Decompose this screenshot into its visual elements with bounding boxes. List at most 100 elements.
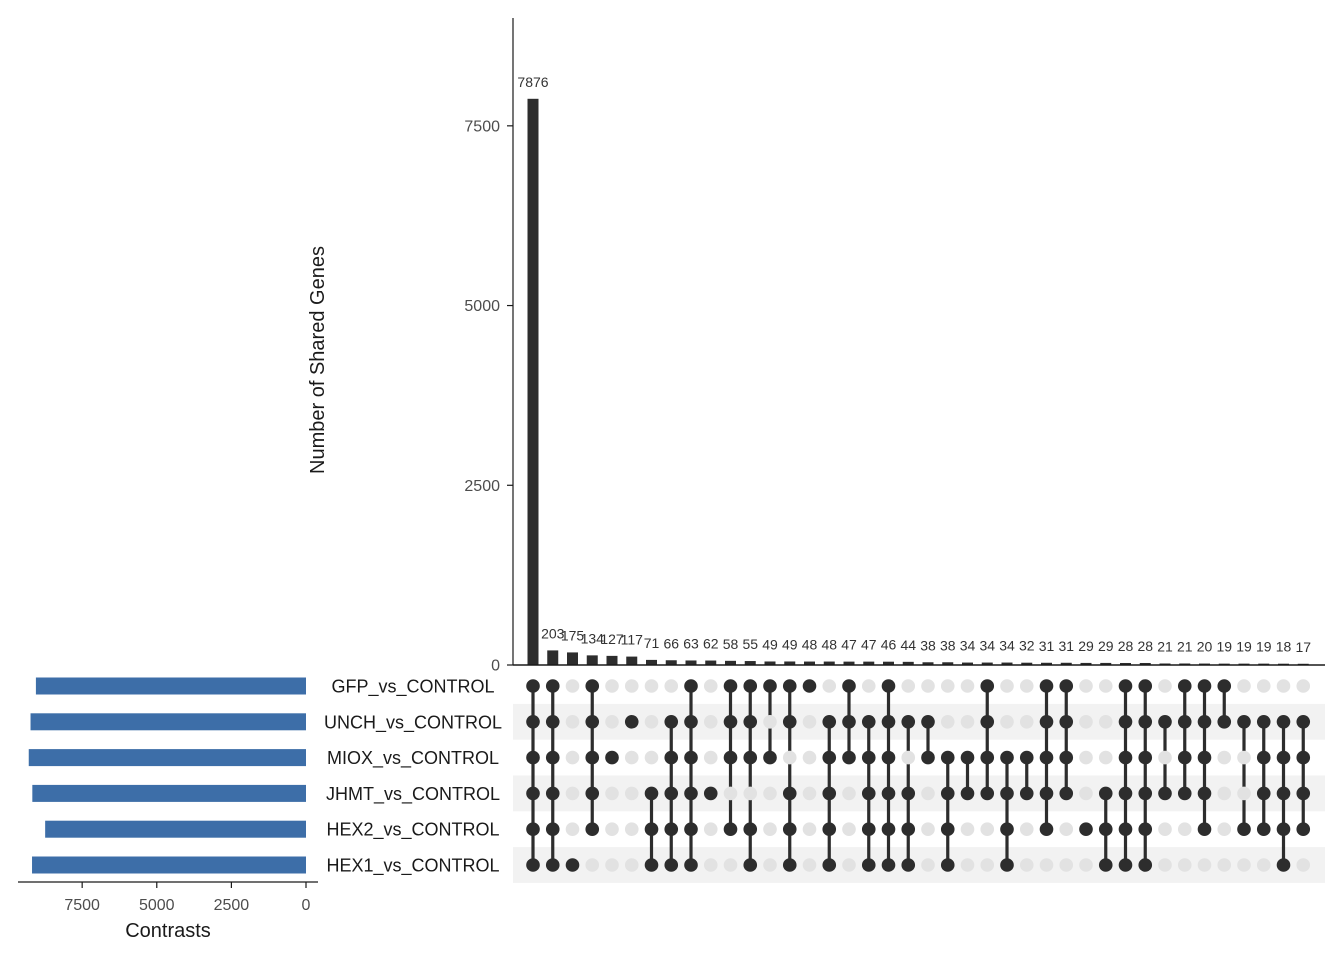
set-name-label: UNCH_vs_CONTROL <box>324 712 502 733</box>
set-size-bars <box>28 677 307 874</box>
matrix-dot-empty <box>1217 750 1232 765</box>
matrix-dot-filled <box>1098 786 1113 801</box>
matrix-dot-empty <box>802 750 817 765</box>
intersection-bar-label: 63 <box>683 635 699 651</box>
matrix-dot-empty <box>664 679 679 693</box>
matrix-dot-filled <box>1118 679 1133 693</box>
matrix-dot-empty <box>1237 858 1251 872</box>
matrix-dot-empty <box>703 822 718 836</box>
matrix-dot-filled <box>1276 715 1291 729</box>
matrix-dot-filled <box>861 822 876 836</box>
intersection-bar-label: 21 <box>1177 638 1193 654</box>
intersection-bar-label: 31 <box>1058 638 1074 654</box>
intersection-bar-label: 19 <box>1216 639 1232 655</box>
matrix-dot-empty <box>802 786 817 801</box>
intersection-bar <box>764 661 776 665</box>
matrix-dot-filled <box>1237 822 1251 836</box>
matrix-dot-empty <box>1296 679 1311 693</box>
intersection-bar-label: 19 <box>1256 639 1272 655</box>
matrix-dot-filled <box>940 822 955 836</box>
set-size-axis-title: Contrasts <box>125 920 211 942</box>
set-name-label: GFP_vs_CONTROL <box>331 677 494 698</box>
matrix-dot-empty <box>723 858 738 872</box>
matrix-dot-filled <box>1000 750 1014 765</box>
y-tick-label: 0 <box>491 658 500 675</box>
matrix-dot-empty <box>763 715 777 729</box>
intersection-bar <box>547 650 559 665</box>
matrix-dot-filled <box>1177 786 1192 801</box>
intersection-bar <box>527 98 539 666</box>
matrix-dot-filled <box>1059 750 1074 765</box>
matrix-dot-filled <box>684 858 698 872</box>
intersection-bar-label: 71 <box>644 635 660 651</box>
intersection-bar-label: 49 <box>762 636 778 652</box>
matrix-dot-empty <box>1177 822 1192 836</box>
matrix-dot-empty <box>940 679 955 693</box>
set-name-label: HEX2_vs_CONTROL <box>326 820 499 841</box>
y-axis-title: Number of Shared Genes <box>307 246 329 474</box>
set-size-tick-label: 2500 <box>214 897 250 914</box>
matrix-dot-filled <box>1118 715 1133 729</box>
matrix-dot-filled <box>763 679 777 693</box>
matrix-dot-filled <box>1197 715 1212 729</box>
matrix-dot-filled <box>842 750 856 765</box>
intersection-bar-label: 34 <box>999 638 1015 654</box>
matrix-dot-empty <box>565 822 580 836</box>
matrix-dot-empty <box>782 750 797 765</box>
matrix-dot-filled <box>822 750 837 765</box>
matrix-dot-empty <box>723 786 738 801</box>
matrix-dot-empty <box>842 786 856 801</box>
matrix-dot-empty <box>1217 786 1232 801</box>
intersection-bar <box>962 662 973 665</box>
matrix-dot-filled <box>1039 822 1054 836</box>
matrix-dot-empty <box>1217 858 1232 872</box>
matrix-dot-filled <box>1177 679 1192 693</box>
intersection-bar <box>705 660 717 665</box>
matrix-dot-empty <box>763 822 777 836</box>
intersection-bar-label: 127 <box>600 631 624 647</box>
intersection-bar-label: 203 <box>541 625 565 641</box>
matrix-dot-filled <box>1138 715 1153 729</box>
matrix-dot-filled <box>664 750 679 765</box>
set-size-tick-label: 0 <box>302 897 311 914</box>
matrix-dot-filled <box>1000 858 1014 872</box>
matrix-dot-filled <box>684 786 698 801</box>
intersection-bar <box>586 655 598 665</box>
intersection-bar-label: 66 <box>663 635 679 651</box>
intersection-bar-label: 17 <box>1295 639 1311 655</box>
matrix-dot-filled <box>664 858 679 872</box>
matrix-dot-empty <box>644 715 659 729</box>
intersection-bar-label: 32 <box>1019 638 1035 654</box>
matrix-dot-empty <box>1059 858 1074 872</box>
matrix-dot-empty <box>1019 822 1034 836</box>
matrix-dot-empty <box>921 858 935 872</box>
matrix-dot-filled <box>960 750 975 765</box>
matrix-dot-filled <box>644 858 659 872</box>
intersection-bar-label: 18 <box>1276 639 1292 655</box>
matrix-dot-filled <box>743 858 758 872</box>
matrix-dot-filled <box>684 679 698 693</box>
matrix-dot-filled <box>960 786 975 801</box>
matrix-dot-filled <box>1138 679 1153 693</box>
matrix-dot-filled <box>940 858 955 872</box>
membership-matrix <box>526 679 1311 872</box>
matrix-dot-filled <box>684 822 698 836</box>
intersection-bar <box>804 661 815 665</box>
intersection-bar <box>843 661 855 665</box>
matrix-dot-empty <box>763 786 777 801</box>
matrix-dot-filled <box>881 715 896 729</box>
matrix-dot-empty <box>1000 679 1014 693</box>
matrix-dot-empty <box>1296 858 1311 872</box>
matrix-dot-filled <box>743 750 758 765</box>
matrix-dot-empty <box>960 679 975 693</box>
intersection-bar-label: 48 <box>821 637 837 653</box>
matrix-dot-filled <box>723 750 738 765</box>
intersection-bar-label: 34 <box>960 638 976 654</box>
matrix-dot-filled <box>1019 786 1034 801</box>
matrix-dot-filled <box>723 822 738 836</box>
matrix-dot-filled <box>861 750 876 765</box>
matrix-dot-filled <box>1256 786 1271 801</box>
matrix-dot-empty <box>1158 679 1172 693</box>
